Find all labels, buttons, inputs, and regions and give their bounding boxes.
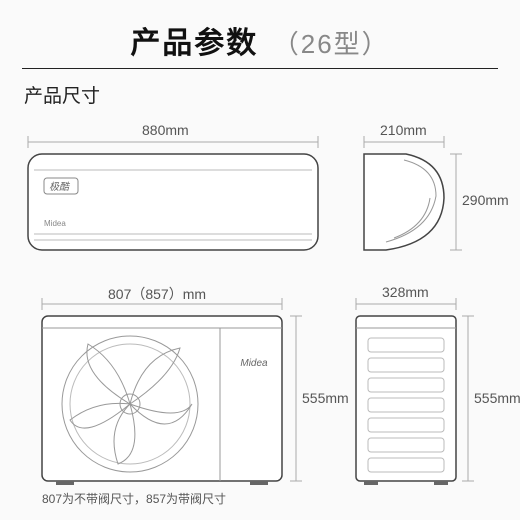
title-light: （26型） xyxy=(273,29,390,59)
indoor-badge-text: 极酷 xyxy=(49,181,71,193)
indoor-side-width-label: 210mm xyxy=(380,122,427,138)
indoor-side-diagram: 210mm 290mm xyxy=(346,122,496,262)
section-heading: 产品尺寸 xyxy=(24,81,498,108)
outdoor-front-diagram: Midea 807（857）mm 555mm 807为不带阀 xyxy=(22,286,322,506)
outdoor-side-diagram: 328mm 555mm xyxy=(346,286,496,506)
indoor-front-diagram: 极酷 Midea 880mm 290mm xyxy=(22,122,322,262)
outdoor-brand: Midea xyxy=(240,358,268,369)
page-title: 产品参数 （26型） xyxy=(22,18,498,62)
outdoor-footnote: 807为不带阀尺寸，857为带阀尺寸 xyxy=(42,490,226,507)
title-strong: 产品参数 xyxy=(130,27,258,60)
outdoor-side-height-label: 555mm xyxy=(474,390,520,406)
indoor-front-width-label: 880mm xyxy=(142,122,189,138)
indoor-brand-small: Midea xyxy=(44,219,66,228)
indoor-side-height-label: 290mm xyxy=(462,192,509,208)
divider xyxy=(22,68,498,69)
outdoor-front-height-label: 555mm xyxy=(302,390,349,406)
outdoor-front-width-label: 807（857）mm xyxy=(108,284,206,304)
outdoor-side-width-label: 328mm xyxy=(382,284,429,300)
